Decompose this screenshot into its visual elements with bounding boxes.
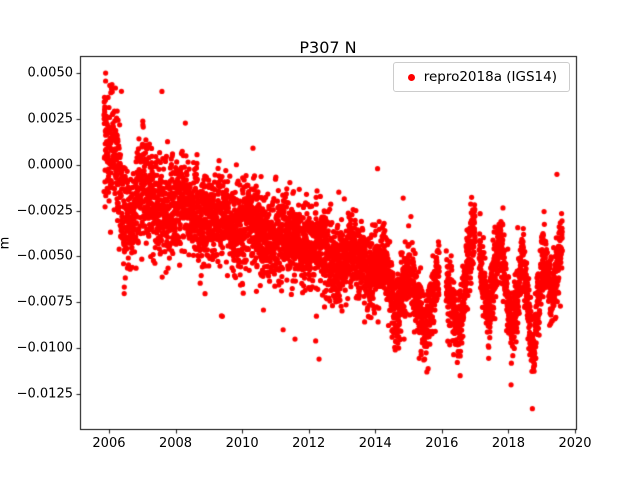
- y-tick-label: 0.0000: [27, 157, 74, 173]
- x-tick-label: 2016: [425, 436, 459, 451]
- y-tick-label: −0.0125: [16, 386, 73, 402]
- y-tick-label: 0.0050: [27, 65, 74, 81]
- legend-marker-dot: [407, 73, 415, 81]
- x-tick-label: 2006: [92, 436, 126, 451]
- legend-label: repro2018a (IGS14): [423, 69, 557, 85]
- x-tick-label: 2020: [558, 436, 592, 451]
- chart-title: P307 N: [299, 38, 357, 57]
- legend: repro2018a (IGS14): [392, 62, 570, 92]
- y-tick-label: −0.0025: [16, 203, 73, 219]
- x-tick-label: 2018: [491, 436, 525, 451]
- y-tick-label: −0.0100: [16, 340, 73, 356]
- y-tick-label: −0.0050: [16, 248, 73, 264]
- y-axis-label: m: [0, 237, 13, 250]
- x-tick-label: 2010: [225, 436, 259, 451]
- x-tick-label: 2014: [358, 436, 392, 451]
- x-tick-label: 2012: [292, 436, 326, 451]
- y-tick-label: −0.0075: [16, 294, 73, 310]
- x-tick-label: 2008: [158, 436, 193, 451]
- y-tick-label: 0.0025: [27, 111, 74, 127]
